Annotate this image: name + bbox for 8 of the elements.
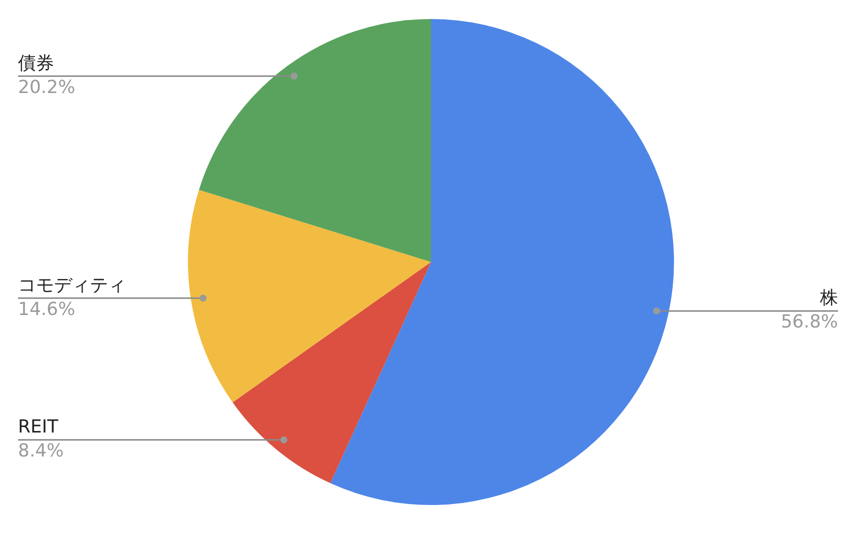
data-label: 14.6%	[18, 298, 76, 320]
data-label: 8.4%	[18, 440, 64, 462]
data-label: 20.2%	[18, 76, 76, 98]
slice-label: 債券	[18, 52, 54, 74]
data-label: 56.8%	[780, 312, 838, 333]
slice-label: コモディティ	[18, 274, 126, 296]
slice-label: 株	[819, 288, 838, 309]
slice-label: REIT	[18, 416, 60, 438]
